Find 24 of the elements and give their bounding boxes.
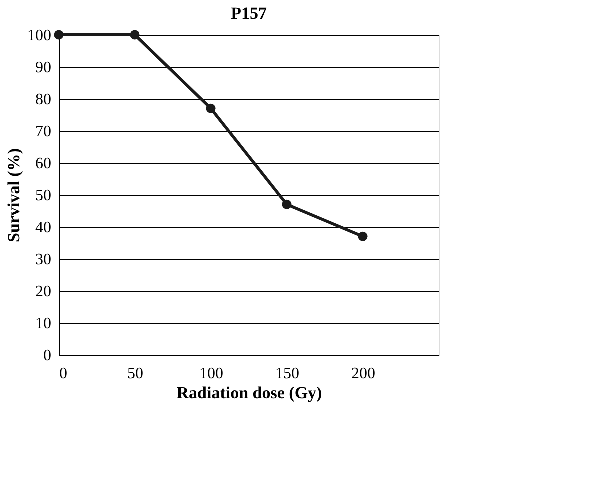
y-tick-label: 0 bbox=[44, 348, 52, 364]
y-tick-label: 10 bbox=[36, 316, 52, 332]
y-tick-label: 60 bbox=[36, 156, 52, 172]
x-tick-label: 50 bbox=[128, 366, 144, 382]
chart-title: P157 bbox=[231, 4, 268, 23]
y-tick-label: 70 bbox=[36, 124, 52, 140]
y-tick-label: 100 bbox=[28, 28, 52, 44]
y-tick-label: 30 bbox=[36, 252, 52, 268]
x-tick-label: 200 bbox=[352, 366, 376, 382]
x-tick-label: 150 bbox=[276, 366, 300, 382]
point bbox=[206, 104, 216, 114]
y-axis-title: Survival (%) bbox=[4, 148, 24, 242]
y-tick-label: 80 bbox=[36, 92, 52, 108]
y-tick-label: 50 bbox=[36, 188, 52, 204]
x-tick-label: 100 bbox=[200, 366, 224, 382]
x-axis-title: Radiation dose (Gy) bbox=[176, 384, 322, 402]
point bbox=[130, 30, 140, 40]
y-tick-label: 20 bbox=[36, 284, 52, 300]
point bbox=[54, 30, 64, 40]
y-tick-label: 90 bbox=[36, 60, 52, 76]
point bbox=[282, 200, 292, 210]
x-tick-label: 0 bbox=[60, 366, 68, 382]
y-tick-label: 40 bbox=[36, 220, 52, 236]
point bbox=[358, 232, 368, 242]
